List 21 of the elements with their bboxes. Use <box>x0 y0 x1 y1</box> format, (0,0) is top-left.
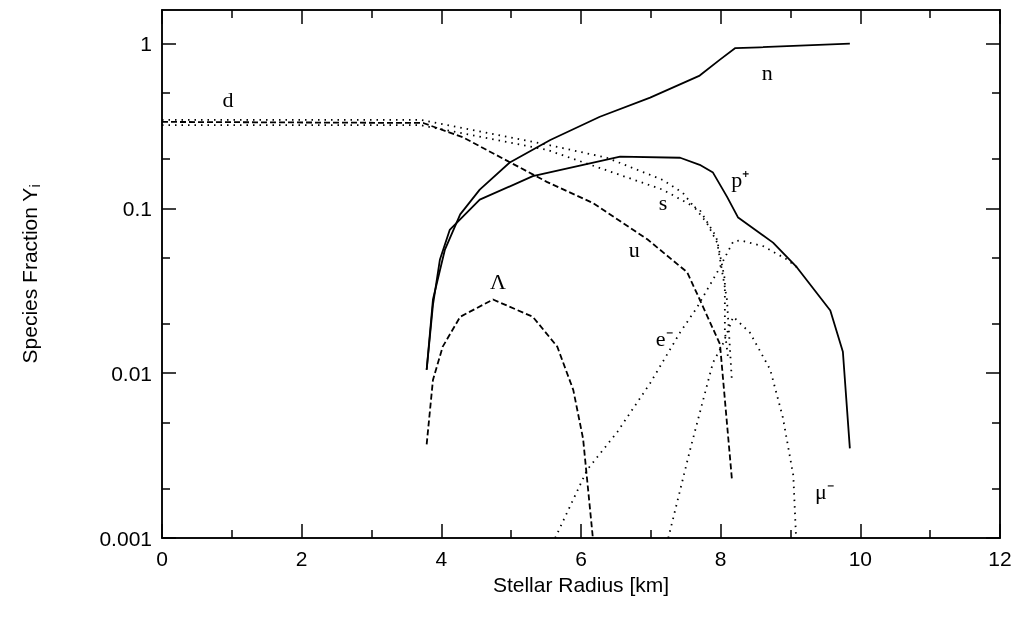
x-tick-label: 2 <box>295 547 308 570</box>
series-label: p⁺ <box>731 167 750 193</box>
y-tick-label: 0.001 <box>99 526 152 550</box>
series-label: u <box>628 236 640 262</box>
y-axis-title: Species Fraction Yi <box>17 184 43 364</box>
x-tick-label: 10 <box>848 547 873 570</box>
series-label: d <box>222 87 234 113</box>
x-tick-label: 6 <box>575 547 587 570</box>
series-label: Λ <box>490 269 507 295</box>
series-label: e⁻ <box>655 325 673 351</box>
series-label: n <box>761 59 773 85</box>
x-tick-label: 12 <box>988 547 1012 570</box>
y-tick-label: 0.1 <box>122 196 152 220</box>
x-tick-label: 4 <box>435 547 448 570</box>
series-label: s <box>658 190 668 216</box>
x-axis-title: Stellar Radius [km] <box>492 573 670 596</box>
series-label: μ⁻ <box>814 478 834 504</box>
y-tick-label: 0.01 <box>111 361 152 385</box>
y-tick-label: 1 <box>140 32 152 56</box>
x-tick-label: 0 <box>156 547 168 570</box>
x-tick-label: 8 <box>714 547 727 570</box>
